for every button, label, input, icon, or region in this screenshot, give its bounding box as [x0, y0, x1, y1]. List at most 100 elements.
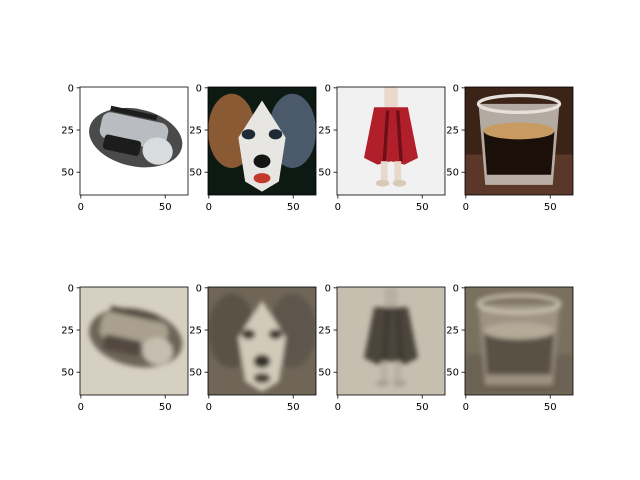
x-tick-label: 50 [544, 402, 557, 413]
panel-image-content [364, 287, 418, 387]
skirt-torso [384, 87, 398, 108]
y-tick-label: 0 [325, 83, 331, 94]
panel-frame [336, 86, 446, 196]
coffee-liquid [483, 130, 555, 175]
x-tick-label: 0 [463, 402, 469, 413]
coffee-crema [483, 122, 555, 140]
panel-image-content [208, 293, 316, 392]
y-tick-label: 50 [189, 168, 202, 179]
y-tick-label: 0 [68, 283, 74, 294]
panel-7: 0 25 50 0 50 [318, 283, 446, 413]
y-tick-label: 50 [446, 168, 459, 179]
dog-face-blaze [238, 100, 286, 192]
skirt-shape [364, 107, 418, 165]
radio-handle [110, 305, 158, 321]
panel-frame [79, 286, 189, 396]
skirt-right-leg [394, 361, 402, 382]
y-tick-label: 0 [196, 283, 202, 294]
panel-image-radio [80, 87, 188, 195]
panel-image-radio [80, 287, 188, 395]
skirt-right-shoe [392, 179, 407, 187]
dog-left-eye [241, 129, 256, 140]
y-tick-label: 50 [318, 168, 331, 179]
panel-1: 0 25 50 0 50 [61, 83, 189, 213]
y-tick-label: 0 [453, 83, 459, 94]
y-tick-label: 25 [446, 126, 459, 137]
y-tick-label: 25 [61, 126, 74, 137]
y-tick-label: 50 [318, 368, 331, 379]
panel-8: 0 25 50 0 50 [446, 283, 574, 413]
y-tick-label: 25 [189, 326, 202, 337]
y-tick-label: 50 [61, 168, 74, 179]
panel-frame [464, 86, 574, 196]
x-tick-label: 50 [287, 402, 300, 413]
y-tick-label: 25 [318, 126, 331, 137]
y-tick-label: 25 [446, 326, 459, 337]
panel-frame [336, 286, 446, 396]
x-tick-label: 0 [78, 202, 84, 213]
y-tick-label: 25 [189, 126, 202, 137]
y-tick-label: 25 [318, 326, 331, 337]
skirt-left-leg [380, 361, 388, 382]
panel-frame [464, 286, 574, 396]
x-tick-label: 50 [544, 202, 557, 213]
radio-cassette-deck [102, 134, 142, 156]
panel-image-skirt [337, 287, 445, 395]
radio-cassette-deck [102, 334, 142, 356]
panel-frame [79, 86, 189, 196]
x-tick-label: 50 [287, 202, 300, 213]
panel-image-coffee-glass [465, 87, 573, 195]
y-tick-label: 25 [61, 326, 74, 337]
panel-image-content [364, 87, 418, 187]
radio-speaker [142, 137, 173, 165]
panel-image-dog [208, 287, 316, 395]
panel-image-skirt [337, 87, 445, 195]
panel-image-content [89, 305, 183, 368]
dog-nose [253, 154, 271, 168]
skirt-left-shoe [375, 179, 390, 187]
panel-image-content [465, 293, 573, 395]
panel-image-content [465, 93, 573, 195]
dog-right-eye [268, 329, 283, 340]
panel-image-content [208, 93, 316, 192]
panel-4: 0 25 50 0 50 [446, 83, 574, 213]
panel-image-dog [208, 87, 316, 195]
y-tick-label: 50 [189, 368, 202, 379]
x-tick-label: 0 [335, 202, 341, 213]
panel-3: 0 25 50 0 50 [318, 83, 446, 213]
panels-group: 0 25 50 0 50 0 25 50 0 50 0 25 50 0 50 0 25 50 0 50 0 25 50 0 50… [61, 83, 574, 413]
dog-face-blaze [238, 300, 286, 392]
y-tick-label: 50 [61, 368, 74, 379]
coffee-glass-rim [476, 93, 562, 114]
skirt-shape [364, 307, 418, 365]
dog-mouth [253, 173, 271, 184]
x-tick-label: 0 [78, 402, 84, 413]
y-tick-label: 50 [446, 368, 459, 379]
y-tick-label: 0 [453, 283, 459, 294]
coffee-crema [483, 322, 555, 340]
dog-left-eye [241, 329, 256, 340]
skirt-right-shoe [392, 379, 407, 387]
panel-2: 0 25 50 0 50 [189, 83, 317, 213]
panel-frame [207, 86, 317, 196]
y-tick-label: 0 [196, 83, 202, 94]
dog-mouth [253, 373, 271, 384]
coffee-glass-rim [476, 293, 562, 314]
skirt-right-leg [394, 161, 402, 182]
x-tick-label: 0 [463, 202, 469, 213]
x-tick-label: 50 [416, 402, 429, 413]
panel-image-content [89, 105, 183, 168]
radio-speaker [142, 337, 173, 365]
panel-6: 0 25 50 0 50 [189, 283, 317, 413]
x-tick-label: 0 [335, 402, 341, 413]
dog-nose [253, 354, 271, 368]
y-tick-label: 0 [68, 83, 74, 94]
panel-5: 0 25 50 0 50 [61, 283, 189, 413]
dog-right-eye [268, 129, 283, 140]
x-tick-label: 50 [416, 202, 429, 213]
skirt-folds [382, 310, 403, 362]
coffee-liquid [483, 330, 555, 375]
skirt-left-leg [380, 161, 388, 182]
